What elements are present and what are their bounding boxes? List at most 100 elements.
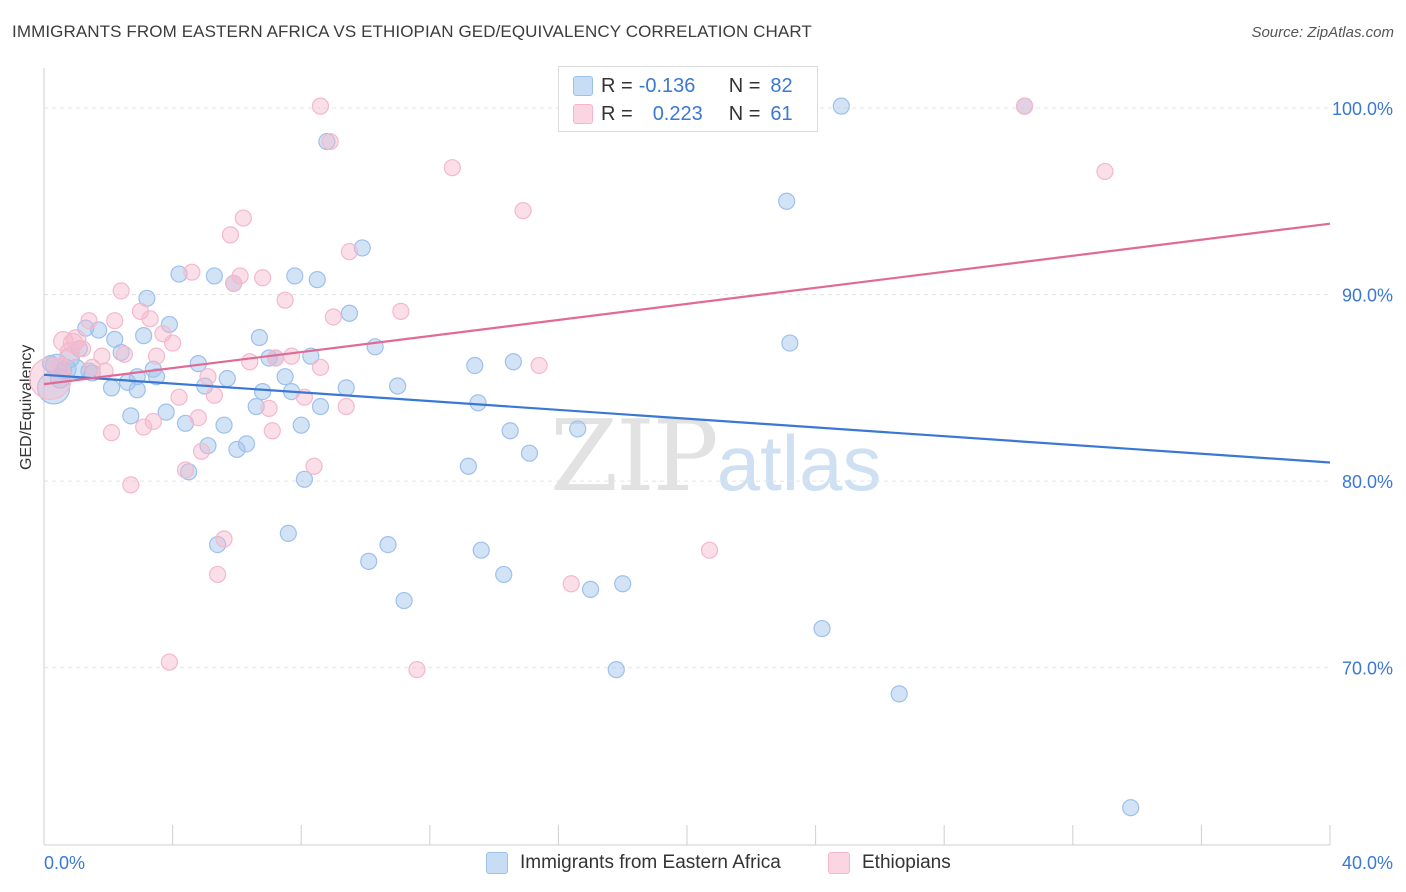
data-point-ethiopians	[160, 653, 178, 671]
data-point-ethiopians	[112, 282, 130, 300]
data-point-ethiopians	[337, 397, 355, 416]
data-point-eastern-africa	[520, 444, 539, 462]
data-point-eastern-africa	[170, 265, 188, 283]
data-point-ethiopians	[183, 263, 201, 281]
data-point-ethiopians	[443, 159, 461, 177]
data-point-ethiopians	[192, 442, 211, 460]
y-tick-label: 70.0%	[1342, 659, 1393, 679]
x-tick-label: 0.0%	[44, 853, 85, 873]
data-point-eastern-africa	[279, 524, 297, 543]
legend-r-label: R =	[601, 74, 633, 97]
data-point-ethiopians	[1096, 162, 1114, 181]
data-point-ethiopians	[115, 345, 133, 363]
data-point-ethiopians	[205, 386, 223, 404]
trend-line-ethiopians	[43, 222, 1331, 386]
data-point-ethiopians	[321, 132, 339, 151]
data-point-ethiopians	[562, 575, 580, 593]
y-tick-label: 90.0%	[1342, 286, 1393, 306]
data-point-eastern-africa	[218, 369, 236, 388]
data-point-ethiopians	[340, 243, 359, 261]
legend-swatch-blue	[486, 852, 508, 874]
data-point-ethiopians	[189, 409, 207, 427]
data-point-ethiopians	[164, 334, 182, 352]
data-point-eastern-africa	[360, 552, 378, 570]
data-point-ethiopians	[93, 347, 111, 365]
data-point-ethiopians	[266, 349, 285, 367]
data-point-ethiopians	[144, 412, 162, 431]
data-point-eastern-africa	[237, 435, 256, 453]
data-point-ethiopians	[29, 357, 72, 400]
data-point-eastern-africa	[379, 535, 397, 554]
correlation-legend: R = -0.136 N = 82 R = 0.223 N = 61	[558, 66, 818, 132]
data-point-eastern-africa	[353, 239, 371, 257]
data-point-ethiopians	[170, 388, 188, 406]
data-point-eastern-africa	[147, 368, 166, 386]
legend-n-label: N =	[728, 74, 761, 97]
legend-r-label: R =	[601, 102, 633, 125]
legend-r-value: 0.223	[652, 102, 703, 125]
data-point-eastern-africa	[308, 271, 326, 289]
data-point-eastern-africa	[340, 304, 359, 322]
x-tick-label: 40.0%	[1342, 853, 1393, 873]
data-point-eastern-africa	[813, 619, 831, 638]
data-point-ethiopians	[62, 332, 84, 354]
data-point-ethiopians	[305, 457, 323, 475]
data-point-ethiopians	[199, 368, 217, 386]
legend-r-value: -0.136	[638, 74, 696, 97]
data-point-ethiopians	[530, 356, 548, 375]
data-point-eastern-africa	[581, 580, 600, 598]
data-point-eastern-africa	[157, 403, 175, 421]
data-point-eastern-africa	[254, 382, 272, 401]
data-point-ethiopians	[209, 565, 227, 584]
data-point-ethiopians	[324, 308, 342, 326]
data-point-eastern-africa	[395, 591, 413, 610]
data-point-eastern-africa	[569, 420, 587, 438]
data-point-ethiopians	[147, 347, 166, 365]
data-point-ethiopians	[176, 461, 195, 479]
legend-label: Ethiopians	[862, 852, 951, 873]
data-point-eastern-africa	[614, 575, 632, 593]
data-point-ethiopians	[514, 202, 532, 220]
data-point-eastern-africa	[607, 661, 625, 679]
series-legend: Immigrants from Eastern Africa Ethiopian…	[0, 852, 1406, 878]
data-point-ethiopians	[80, 312, 98, 330]
data-point-eastern-africa	[215, 416, 233, 434]
data-point-ethiopians	[700, 541, 719, 559]
data-point-ethiopians	[263, 422, 281, 440]
data-point-eastern-africa	[501, 422, 519, 440]
data-point-ethiopians	[102, 424, 121, 442]
data-point-ethiopians	[122, 476, 140, 494]
data-point-eastern-africa	[495, 565, 513, 584]
watermark-atlas: atlas	[716, 419, 882, 507]
trend-line-eastern-africa	[43, 373, 1331, 464]
data-point-eastern-africa	[778, 192, 796, 210]
data-point-eastern-africa	[890, 685, 908, 703]
y-tick-label: 80.0%	[1342, 472, 1393, 492]
data-point-ethiopians	[241, 353, 259, 371]
y-tick-label: 100.0%	[1332, 99, 1393, 119]
data-point-eastern-africa	[286, 267, 304, 285]
data-point-ethiopians	[83, 358, 101, 376]
data-point-ethiopians	[106, 312, 124, 330]
chart-title: IMMIGRANTS FROM EASTERN AFRICA VS ETHIOP…	[12, 22, 812, 41]
data-point-eastern-africa	[250, 328, 269, 347]
data-point-eastern-africa	[832, 97, 850, 115]
data-point-ethiopians	[254, 269, 272, 287]
data-point-eastern-africa	[128, 381, 146, 399]
legend-item-eastern-africa[interactable]: Immigrants from Eastern Africa	[486, 852, 781, 874]
legend-swatch-pink	[828, 852, 850, 874]
data-point-eastern-africa	[504, 353, 522, 371]
legend-n-value: 61	[770, 102, 793, 125]
data-point-eastern-africa	[337, 379, 355, 397]
data-point-ethiopians	[65, 329, 87, 350]
data-point-eastern-africa	[228, 440, 246, 459]
data-point-eastern-africa	[276, 368, 294, 386]
legend-item-ethiopians[interactable]: Ethiopians	[828, 852, 951, 874]
data-point-ethiopians	[1015, 97, 1034, 115]
data-point-ethiopians	[392, 302, 410, 320]
data-point-eastern-africa	[292, 416, 310, 434]
data-point-ethiopians	[215, 530, 233, 548]
data-point-eastern-africa	[247, 397, 265, 416]
legend-label: Immigrants from Eastern Africa	[520, 852, 781, 873]
